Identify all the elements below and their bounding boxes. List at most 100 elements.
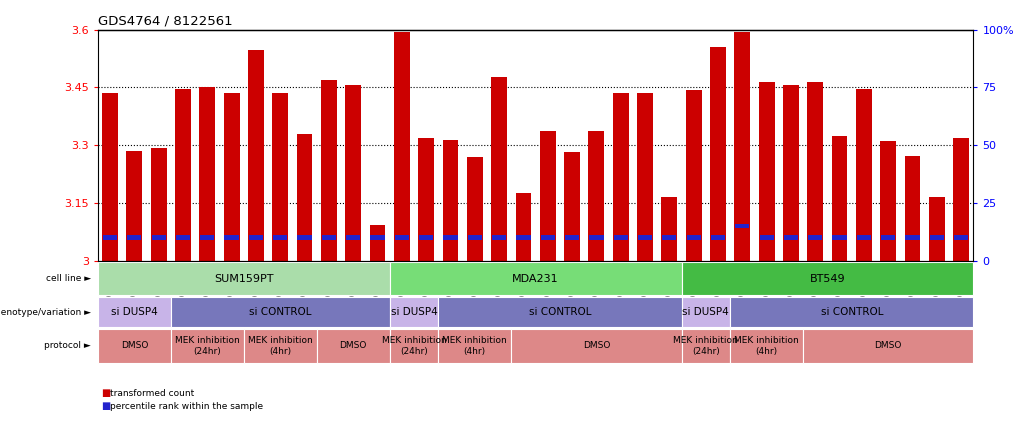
Bar [491, 77, 507, 261]
Bar [98, 262, 389, 295]
Bar [881, 235, 895, 240]
Bar [735, 224, 750, 228]
Bar [783, 85, 799, 261]
Text: DMSO: DMSO [340, 341, 367, 350]
Text: BT549: BT549 [810, 274, 846, 284]
Bar [171, 329, 244, 363]
Bar [297, 135, 312, 261]
Bar [200, 235, 214, 240]
Text: MEK inhibition
(4hr): MEK inhibition (4hr) [443, 336, 507, 356]
Bar [273, 235, 287, 240]
Bar [540, 131, 555, 261]
Bar [564, 152, 580, 261]
Bar [249, 235, 263, 240]
Bar [588, 131, 605, 261]
Bar [394, 235, 409, 240]
Bar [371, 235, 384, 240]
Bar [614, 235, 628, 240]
Text: si DUSP4: si DUSP4 [683, 307, 729, 317]
Bar [759, 235, 774, 240]
Bar [832, 235, 847, 240]
Bar [662, 235, 677, 240]
Bar [516, 235, 530, 240]
Bar [711, 235, 725, 240]
Text: protocol ►: protocol ► [44, 341, 91, 350]
Bar [443, 235, 457, 240]
Bar [613, 93, 628, 261]
Bar [389, 329, 439, 363]
Bar [248, 49, 264, 261]
Bar [808, 82, 823, 261]
Bar [389, 262, 682, 295]
Bar [346, 235, 360, 240]
Bar [784, 235, 798, 240]
Bar [175, 89, 191, 261]
Text: cell line ►: cell line ► [45, 274, 91, 283]
Text: MDA231: MDA231 [512, 274, 559, 284]
Bar [734, 32, 750, 261]
Bar [730, 297, 973, 327]
Bar [759, 82, 775, 261]
Bar [687, 235, 700, 240]
Bar [200, 87, 215, 261]
Bar [516, 193, 531, 261]
Bar [98, 297, 171, 327]
Text: ■: ■ [101, 401, 110, 411]
Bar [803, 329, 973, 363]
Bar [439, 297, 682, 327]
Bar [321, 80, 337, 261]
Text: MEK inhibition
(24hr): MEK inhibition (24hr) [674, 336, 739, 356]
Bar [443, 140, 458, 261]
Bar [589, 235, 604, 240]
Text: GDS4764 / 8122561: GDS4764 / 8122561 [98, 14, 233, 27]
Bar [171, 297, 389, 327]
Bar [638, 93, 653, 261]
Bar [467, 157, 483, 261]
Text: si DUSP4: si DUSP4 [390, 307, 438, 317]
Bar [176, 235, 191, 240]
Bar [98, 329, 171, 363]
Bar [904, 156, 921, 261]
Bar [321, 235, 336, 240]
Bar [930, 235, 943, 240]
Bar [638, 235, 652, 240]
Text: genotype/variation ►: genotype/variation ► [0, 308, 91, 317]
Bar [439, 329, 511, 363]
Bar [244, 329, 316, 363]
Bar [661, 197, 678, 261]
Bar [419, 235, 434, 240]
Bar [393, 32, 410, 261]
Bar [103, 235, 117, 240]
Text: si CONTROL: si CONTROL [528, 307, 591, 317]
Bar [272, 93, 288, 261]
Bar [224, 93, 240, 261]
Bar [316, 329, 389, 363]
Bar [881, 141, 896, 261]
Bar [682, 262, 973, 295]
Bar [468, 235, 482, 240]
Text: MEK inhibition
(24hr): MEK inhibition (24hr) [382, 336, 446, 356]
Bar [856, 88, 871, 261]
Bar [954, 235, 968, 240]
Text: MEK inhibition
(24hr): MEK inhibition (24hr) [175, 336, 240, 356]
Text: si DUSP4: si DUSP4 [111, 307, 158, 317]
Bar [541, 235, 555, 240]
Text: percentile rank within the sample: percentile rank within the sample [110, 401, 264, 411]
Bar [954, 138, 969, 261]
Text: DMSO: DMSO [874, 341, 902, 350]
Bar [492, 235, 506, 240]
Bar [831, 136, 848, 261]
Bar [128, 235, 141, 240]
Bar [710, 47, 726, 261]
Bar [686, 90, 701, 261]
Bar [929, 197, 945, 261]
Text: si CONTROL: si CONTROL [821, 307, 883, 317]
Bar [730, 329, 803, 363]
Bar [225, 235, 239, 240]
Text: MEK inhibition
(4hr): MEK inhibition (4hr) [734, 336, 799, 356]
Text: si CONTROL: si CONTROL [249, 307, 311, 317]
Bar [345, 85, 362, 261]
Bar [857, 235, 871, 240]
Bar [809, 235, 822, 240]
Text: MEK inhibition
(4hr): MEK inhibition (4hr) [248, 336, 313, 356]
